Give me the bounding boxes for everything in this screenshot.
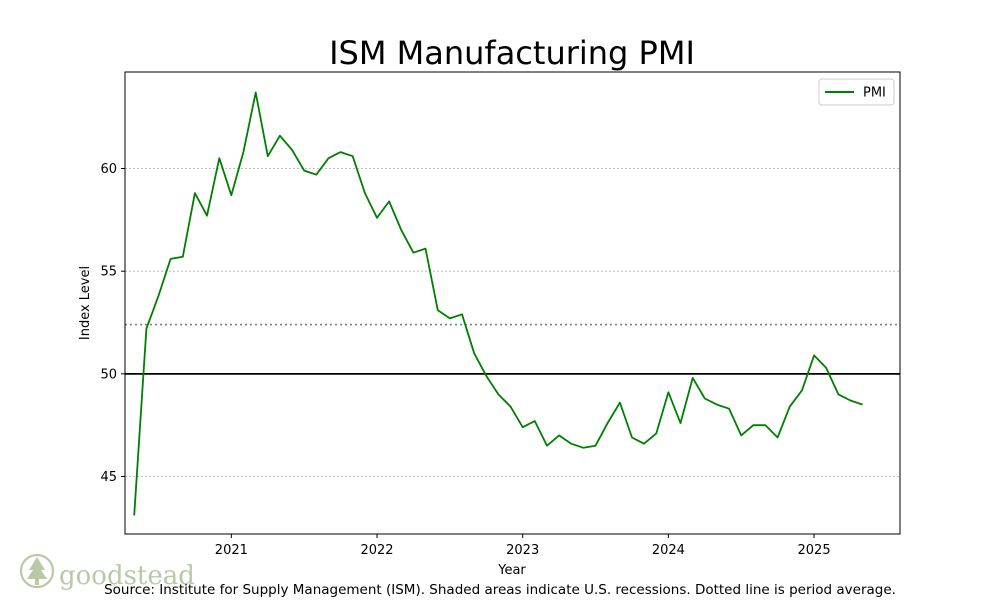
x-axis-label: Year — [497, 563, 526, 578]
gridlines — [125, 168, 900, 477]
tree-logo-icon — [19, 553, 55, 589]
data-point-pmi — [860, 402, 864, 406]
data-point-pmi — [618, 400, 622, 404]
y-tick-label: 60 — [100, 162, 117, 177]
data-point-pmi — [193, 191, 197, 195]
data-point-pmi — [254, 90, 258, 94]
data-point-pmi — [593, 444, 597, 448]
data-point-pmi — [472, 351, 476, 355]
data-point-pmi — [678, 421, 682, 425]
data-point-pmi — [278, 134, 282, 138]
data-point-pmi — [314, 173, 318, 177]
data-point-pmi — [338, 150, 342, 154]
data-point-pmi — [266, 154, 270, 158]
legend: PMI — [818, 78, 895, 106]
tree-icon — [27, 557, 47, 585]
data-point-pmi — [423, 246, 427, 250]
reference-lines — [125, 323, 900, 375]
data-point-pmi — [156, 294, 160, 298]
data-point-pmi — [739, 433, 743, 437]
data-point-pmi — [205, 214, 209, 218]
data-point-pmi — [727, 407, 731, 411]
data-point-pmi — [399, 228, 403, 232]
data-point-pmi — [666, 390, 670, 394]
data-point-pmi — [800, 388, 804, 392]
goodstead-logo: goodstead — [19, 553, 195, 591]
data-point-pmi — [302, 168, 306, 172]
x-tick-label: 2024 — [652, 543, 685, 558]
data-point-pmi — [788, 405, 792, 409]
data-point-pmi — [569, 442, 573, 446]
data-point-pmi — [363, 191, 367, 195]
data-point-pmi — [545, 444, 549, 448]
data-point-pmi — [824, 366, 828, 370]
data-point-pmi — [775, 435, 779, 439]
data-point-pmi — [533, 419, 537, 423]
data-point-pmi — [484, 374, 488, 378]
data-point-pmi — [836, 392, 840, 396]
data-point-pmi — [448, 316, 452, 320]
data-point-pmi — [630, 435, 634, 439]
x-tick-label: 2021 — [215, 543, 248, 558]
series-line-pmi — [133, 91, 863, 516]
data-point-pmi — [605, 421, 609, 425]
y-tick-label: 50 — [100, 367, 117, 382]
data-point-pmi — [290, 148, 294, 152]
data-point-pmi — [326, 156, 330, 160]
data-point-pmi — [241, 150, 245, 154]
y-axis: 45 50 55 60 — [100, 162, 125, 485]
x-tick-label: 2022 — [360, 543, 393, 558]
data-point-pmi — [217, 156, 221, 160]
x-tick-label: 2025 — [798, 543, 831, 558]
x-tick-label: 2023 — [506, 543, 539, 558]
data-point-pmi — [508, 405, 512, 409]
data-point-pmi — [351, 154, 355, 158]
data-point-pmi — [557, 433, 561, 437]
data-point-pmi — [181, 255, 185, 259]
data-point-pmi — [703, 396, 707, 400]
data-point-pmi — [642, 442, 646, 446]
logo-text: goodstead — [59, 561, 195, 591]
y-axis-label: Index Level — [78, 266, 93, 340]
data-point-pmi — [654, 431, 658, 435]
x-axis: 2021 2022 2023 2024 2025 — [215, 534, 831, 558]
series-layer — [132, 90, 864, 517]
data-point-pmi — [521, 425, 525, 429]
data-point-pmi — [848, 398, 852, 402]
data-point-pmi — [168, 257, 172, 261]
data-point-pmi — [496, 392, 500, 396]
legend-label-pmi: PMI — [863, 86, 886, 101]
data-point-pmi — [715, 402, 719, 406]
data-point-pmi — [132, 513, 136, 517]
y-tick-label: 55 — [100, 265, 117, 280]
data-point-pmi — [375, 216, 379, 220]
data-point-pmi — [460, 312, 464, 316]
data-point-pmi — [411, 251, 415, 255]
data-point-pmi — [691, 376, 695, 380]
data-point-pmi — [763, 423, 767, 427]
data-point-pmi — [581, 446, 585, 450]
y-tick-label: 45 — [100, 470, 117, 485]
data-point-pmi — [387, 199, 391, 203]
data-point-pmi — [144, 327, 148, 331]
source-note: Source: Institute for Supply Management … — [104, 582, 896, 598]
legend-box — [818, 78, 895, 106]
plot-area-frame — [124, 71, 901, 535]
data-point-pmi — [812, 353, 816, 357]
chart-title: ISM Manufacturing PMI — [329, 34, 695, 72]
data-point-pmi — [436, 308, 440, 312]
data-point-pmi — [751, 423, 755, 427]
data-point-pmi — [229, 193, 233, 197]
